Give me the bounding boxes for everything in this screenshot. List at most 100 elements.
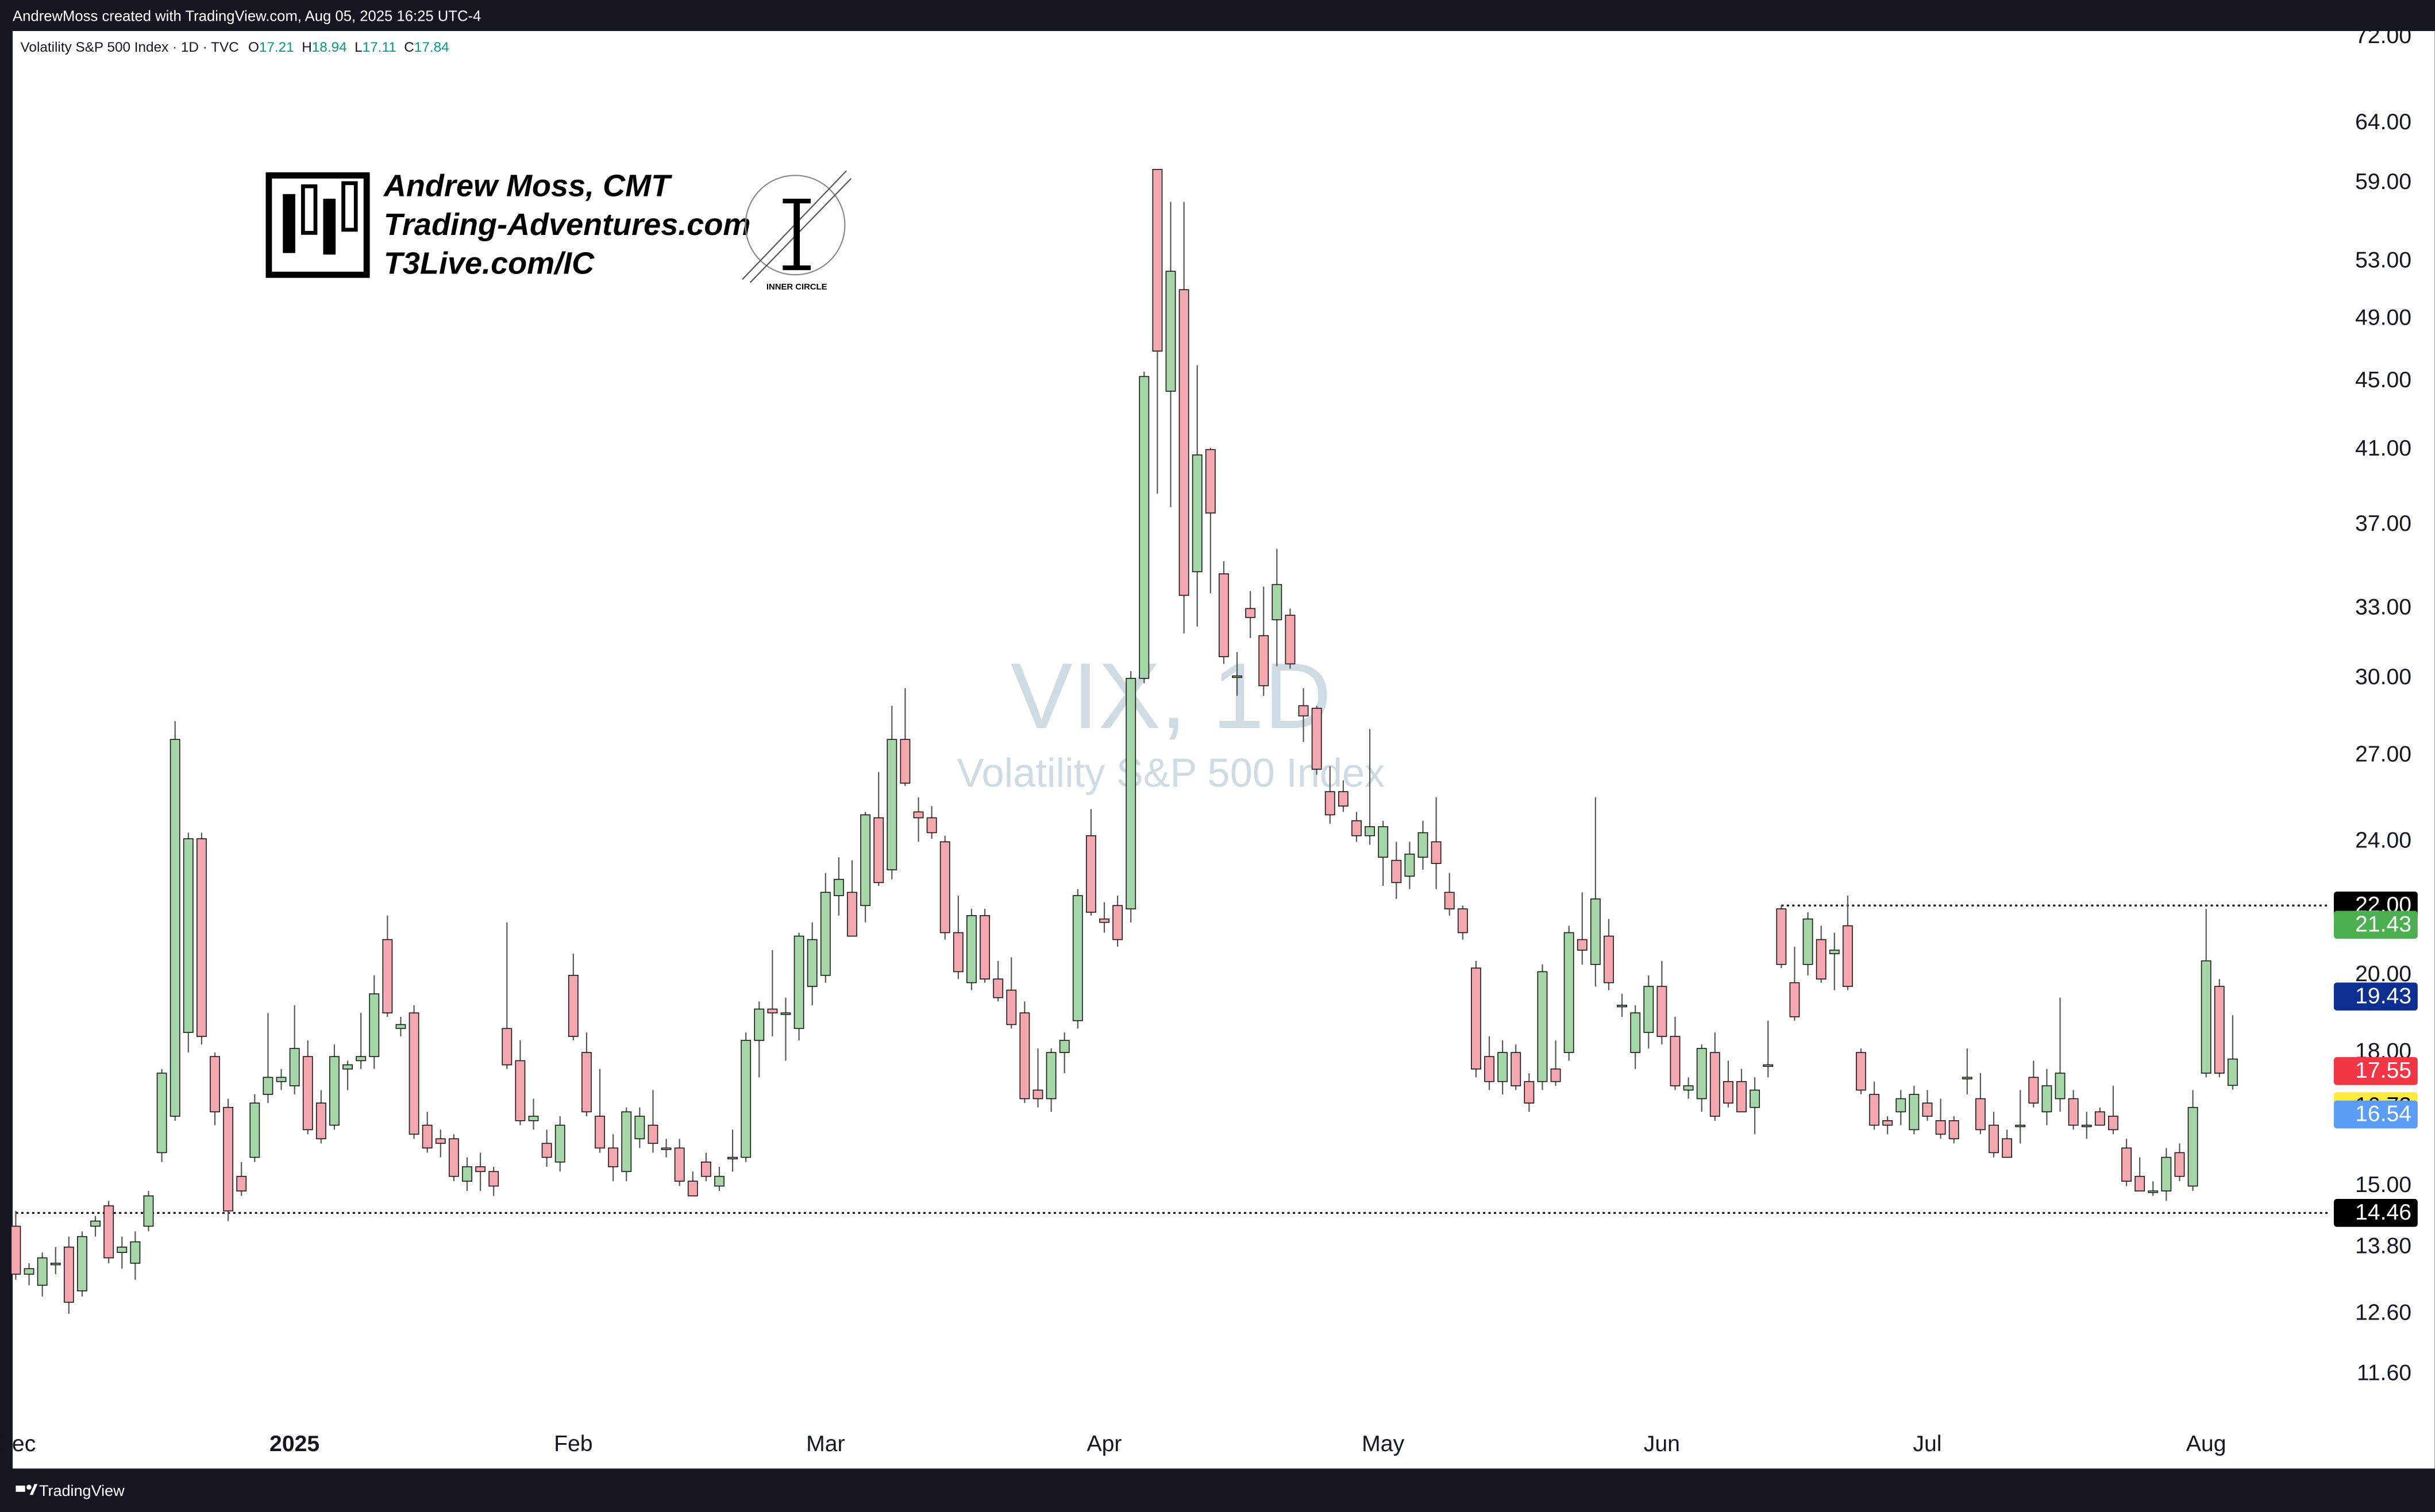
- header: AndrewMoss created with TradingView.com,…: [13, 9, 481, 25]
- candle-body: [448, 1138, 459, 1177]
- candle-body: [900, 739, 911, 784]
- candle-body: [1192, 454, 1203, 573]
- candle-body: [1139, 376, 1150, 679]
- candle-body: [210, 1056, 220, 1113]
- candle-body: [1776, 908, 1787, 965]
- candle-body: [966, 915, 977, 983]
- candle-body: [409, 1012, 419, 1135]
- candle-body: [223, 1106, 234, 1212]
- price-label-box: [2333, 1100, 2418, 1129]
- candle-body: [1085, 835, 1096, 913]
- logo-candle: [323, 198, 336, 255]
- candle-body: [1245, 608, 1256, 618]
- candle-body: [1816, 939, 1827, 980]
- candle-body: [1736, 1081, 1747, 1113]
- tv-icon: [29, 1484, 38, 1495]
- y-tick-label: 59.00: [2355, 169, 2411, 194]
- candle-body: [1391, 859, 1402, 884]
- candle-body: [236, 1175, 247, 1191]
- y-tick-label: 41.00: [2355, 436, 2411, 461]
- candle-body: [1842, 925, 1853, 987]
- candle-body: [528, 1116, 539, 1121]
- candle-body: [1338, 791, 1349, 807]
- candle-body: [1324, 791, 1335, 816]
- candle-body: [2028, 1077, 2039, 1104]
- candle-body: [754, 1008, 765, 1041]
- candle-body: [2068, 1098, 2079, 1126]
- candle-body: [2187, 1106, 2198, 1187]
- legend-value: 17.84: [414, 40, 449, 55]
- candle-body: [1219, 573, 1229, 657]
- candle-body: [315, 1102, 326, 1140]
- x-tick-label: Jul: [1913, 1432, 1941, 1456]
- candle-body: [382, 939, 393, 1014]
- candle-body: [873, 817, 884, 884]
- candle-body: [1032, 1089, 1043, 1100]
- candle-body: [289, 1048, 300, 1086]
- candle-body: [1869, 1094, 1879, 1126]
- candle-body: [2201, 960, 2211, 1074]
- candle-body: [727, 1156, 738, 1160]
- candle-body: [1152, 169, 1163, 352]
- legend-value: 17.21: [259, 40, 294, 55]
- plot-area: [13, 31, 2435, 1469]
- x-tick-label: May: [1362, 1432, 1404, 1456]
- candle-body: [342, 1064, 353, 1070]
- candle-body: [10, 1225, 21, 1275]
- candle-body: [90, 1220, 101, 1227]
- candle-body: [1670, 1036, 1681, 1086]
- candle-body: [648, 1124, 658, 1144]
- candle-body: [1802, 918, 1813, 965]
- candle-body: [980, 915, 990, 980]
- candle-body: [568, 975, 579, 1037]
- candle-body: [369, 993, 380, 1058]
- y-tick-label: 33.00: [2355, 595, 2411, 620]
- candle-body: [1577, 939, 1588, 951]
- candle-body: [767, 1008, 778, 1014]
- candle-body: [1537, 971, 1548, 1082]
- y-tick-label: 37.00: [2355, 511, 2411, 536]
- candle-body: [1232, 675, 1242, 678]
- candle-body: [1298, 705, 1309, 717]
- candle-body: [117, 1247, 128, 1253]
- candle-body: [1484, 1056, 1494, 1082]
- candle-body: [488, 1171, 499, 1187]
- y-tick-label: 64.00: [2355, 110, 2411, 134]
- candle-body: [196, 838, 207, 1037]
- candle-body: [1378, 826, 1389, 858]
- x-tick-label: Jun: [1644, 1432, 1680, 1456]
- price-label: 17.55: [2355, 1058, 2411, 1083]
- candle-body: [820, 892, 831, 976]
- legend-key: O: [248, 40, 259, 55]
- candle-body: [2015, 1124, 2026, 1128]
- candle-body: [1630, 1012, 1641, 1053]
- logo: Andrew Moss, CMT Trading-Adventures.com …: [265, 168, 852, 292]
- candle-body: [2227, 1058, 2238, 1086]
- candle-body: [103, 1205, 114, 1259]
- candle-body: [687, 1181, 698, 1197]
- brand-link: T3Live.com/IC: [384, 246, 595, 280]
- candle-body: [1989, 1124, 1999, 1154]
- candle-body: [2174, 1152, 2185, 1177]
- candle-body: [1909, 1094, 1920, 1131]
- candle-body: [554, 1124, 565, 1163]
- candle-body: [1365, 826, 1376, 836]
- y-tick-label: 30.00: [2355, 665, 2411, 689]
- y-tick-label: 13.80: [2355, 1233, 2411, 1258]
- candle-body: [608, 1147, 619, 1167]
- candle-body: [860, 814, 871, 907]
- candle-body: [24, 1268, 34, 1275]
- candle-body: [169, 739, 180, 1117]
- candle-body: [581, 1052, 592, 1113]
- candle-body: [2135, 1175, 2145, 1191]
- candle-body: [621, 1111, 632, 1172]
- candle-body: [1511, 1052, 1521, 1086]
- candle-body: [1404, 853, 1415, 877]
- candle-body: [741, 1040, 752, 1158]
- candle-body: [1656, 986, 1667, 1037]
- candle-body: [1457, 908, 1468, 934]
- candle-body: [1258, 635, 1269, 686]
- candle-body: [515, 1060, 526, 1121]
- candle-body: [780, 1012, 791, 1015]
